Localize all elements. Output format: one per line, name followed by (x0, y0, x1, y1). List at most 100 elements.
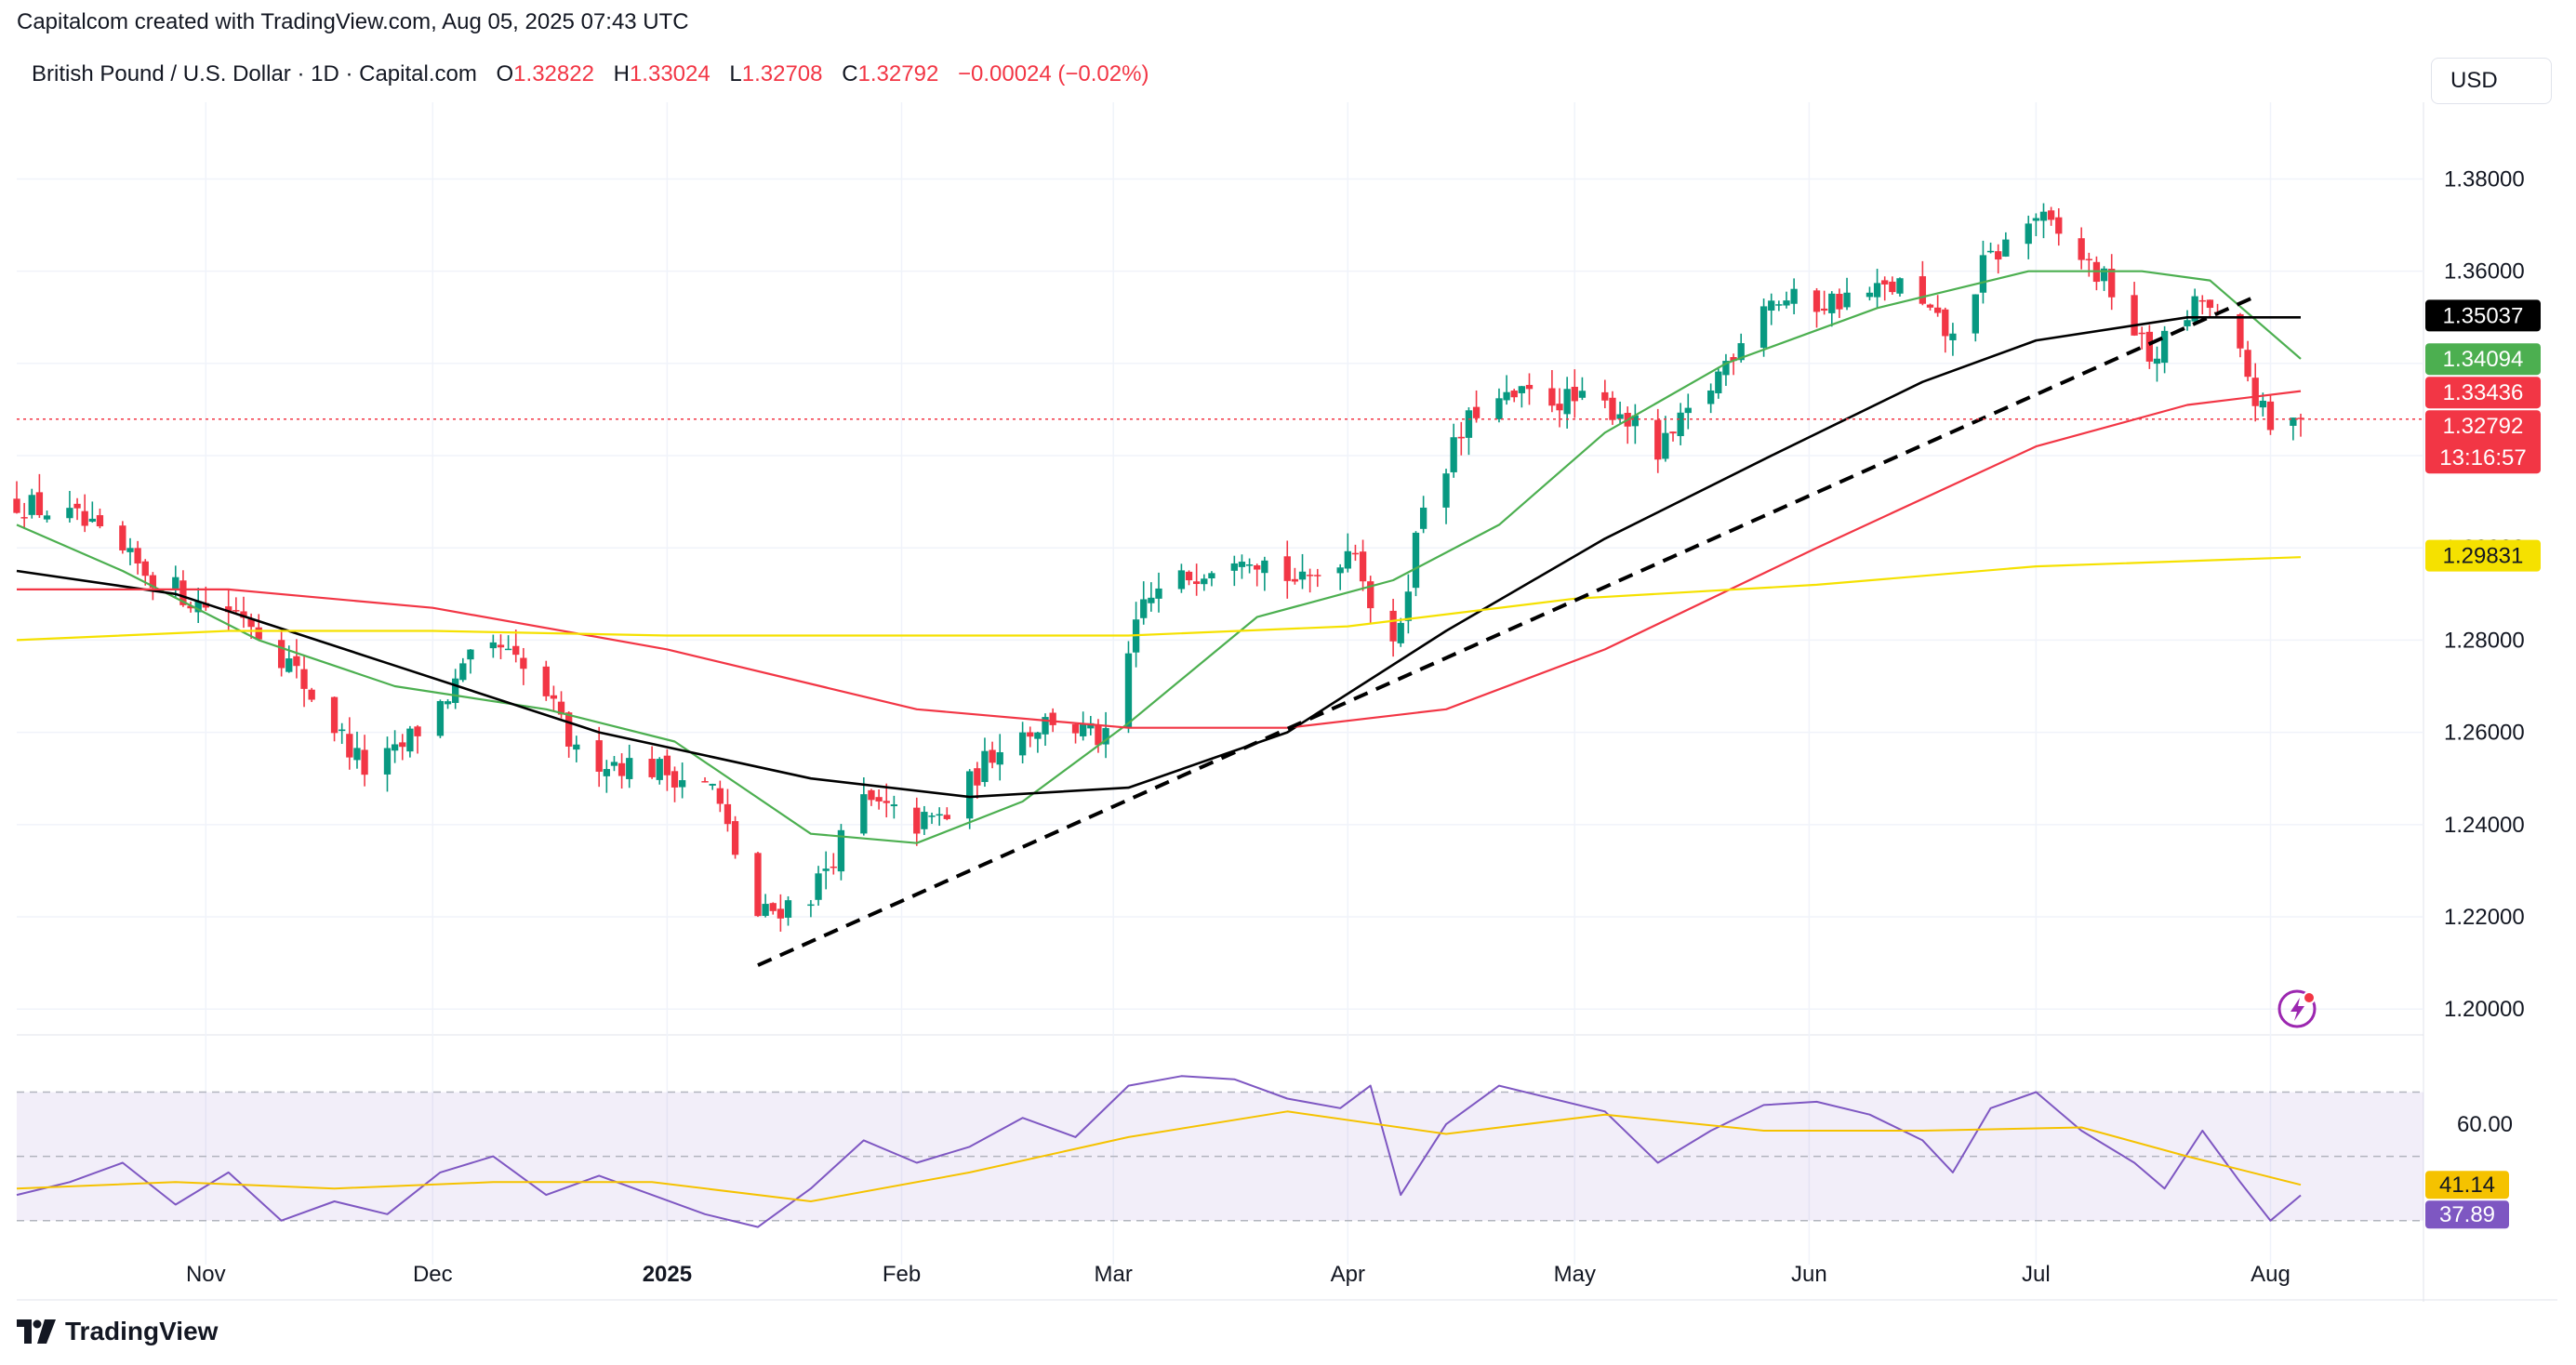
candle[interactable] (2032, 213, 2040, 237)
candle[interactable] (1351, 544, 1360, 562)
candle[interactable] (610, 756, 618, 772)
candle[interactable] (436, 699, 445, 738)
candle[interactable] (1548, 369, 1556, 413)
candle[interactable] (1185, 570, 1193, 586)
candle[interactable] (1616, 401, 1624, 424)
candle[interactable] (1510, 389, 1518, 403)
candle[interactable] (860, 777, 868, 836)
candle[interactable] (754, 852, 762, 918)
candle[interactable] (1208, 571, 1215, 587)
candle[interactable] (1071, 723, 1080, 744)
candle[interactable] (981, 737, 989, 788)
candle[interactable] (1949, 323, 1957, 356)
candle[interactable] (542, 660, 550, 701)
candle[interactable] (399, 734, 406, 761)
candle[interactable] (1230, 555, 1238, 587)
candle[interactable] (2131, 282, 2138, 337)
candle[interactable] (73, 497, 81, 521)
candle[interactable] (1707, 383, 1715, 414)
candle[interactable] (1889, 276, 1896, 295)
candle[interactable] (573, 736, 580, 762)
candle[interactable] (1018, 722, 1027, 764)
candle[interactable] (769, 902, 777, 915)
candle[interactable] (1812, 287, 1821, 328)
candle[interactable] (134, 540, 141, 575)
candle[interactable] (353, 731, 361, 769)
candle[interactable] (1034, 731, 1042, 753)
candle[interactable] (172, 565, 179, 598)
candle[interactable] (2145, 325, 2154, 369)
candle[interactable] (126, 537, 134, 565)
candle[interactable] (300, 655, 308, 708)
candle[interactable] (1124, 641, 1133, 734)
candle[interactable] (913, 797, 921, 846)
candle[interactable] (1873, 269, 1881, 309)
candle[interactable] (28, 488, 35, 519)
candle[interactable] (232, 597, 240, 615)
candle[interactable] (1254, 563, 1261, 587)
candle[interactable] (731, 815, 739, 859)
candle[interactable] (2297, 413, 2304, 437)
candle[interactable] (1828, 291, 1836, 327)
candle[interactable] (716, 780, 724, 813)
candle[interactable] (2290, 417, 2297, 441)
candle[interactable] (928, 812, 936, 825)
candle[interactable] (119, 521, 126, 554)
tradingview-watermark[interactable]: TradingView (17, 1317, 218, 1346)
candle[interactable] (830, 853, 837, 875)
candle[interactable] (1933, 295, 1942, 317)
candle[interactable] (1457, 421, 1465, 456)
candle[interactable] (868, 789, 875, 806)
rsi-pane[interactable] (16, 1075, 2423, 1228)
candle[interactable] (701, 776, 709, 783)
candle[interactable] (1783, 291, 1790, 309)
candle[interactable] (2002, 232, 2010, 258)
candle[interactable] (996, 734, 1003, 781)
candle[interactable] (1571, 369, 1578, 418)
candle[interactable] (1042, 713, 1049, 747)
candle[interactable] (1027, 726, 1034, 748)
candle[interactable] (1472, 390, 1481, 423)
candle[interactable] (2206, 299, 2214, 317)
candle[interactable] (656, 757, 663, 785)
candle[interactable] (330, 696, 339, 742)
candle[interactable] (617, 753, 626, 789)
candle[interactable] (1465, 407, 1473, 456)
candle[interactable] (1201, 574, 1208, 591)
candle[interactable] (943, 807, 950, 821)
candle[interactable] (2039, 203, 2048, 239)
candle[interactable] (240, 596, 247, 629)
candle[interactable] (1419, 496, 1427, 534)
candle[interactable] (504, 635, 512, 651)
candle[interactable] (1525, 373, 1534, 405)
candle[interactable] (1314, 568, 1321, 588)
candle[interactable] (1972, 294, 1979, 342)
candle[interactable] (2198, 295, 2206, 315)
candle[interactable] (1979, 240, 1987, 304)
candle[interactable] (2153, 346, 2161, 382)
candle[interactable] (520, 647, 527, 685)
candle[interactable] (1087, 715, 1095, 736)
candle[interactable] (1730, 353, 1737, 376)
candle[interactable] (2138, 326, 2145, 350)
candle[interactable] (1684, 393, 1692, 430)
candle[interactable] (595, 726, 603, 788)
price-pane[interactable] (13, 203, 2423, 967)
candle[interactable] (626, 744, 633, 789)
trend-line[interactable] (757, 295, 2257, 967)
candle[interactable] (603, 760, 610, 793)
candle[interactable] (1193, 563, 1201, 596)
candle[interactable] (2251, 363, 2259, 422)
candle[interactable] (202, 586, 209, 611)
candle[interactable] (1790, 278, 1798, 315)
candle[interactable] (1442, 469, 1450, 524)
candle[interactable] (1367, 576, 1374, 625)
candle[interactable] (293, 639, 300, 679)
candle[interactable] (1336, 563, 1344, 590)
candle[interactable] (81, 494, 88, 533)
candle[interactable] (1942, 307, 1949, 353)
ma-200-line[interactable] (16, 556, 2302, 642)
candle[interactable] (1631, 404, 1640, 444)
candle[interactable] (452, 669, 459, 709)
candle[interactable] (815, 866, 822, 906)
